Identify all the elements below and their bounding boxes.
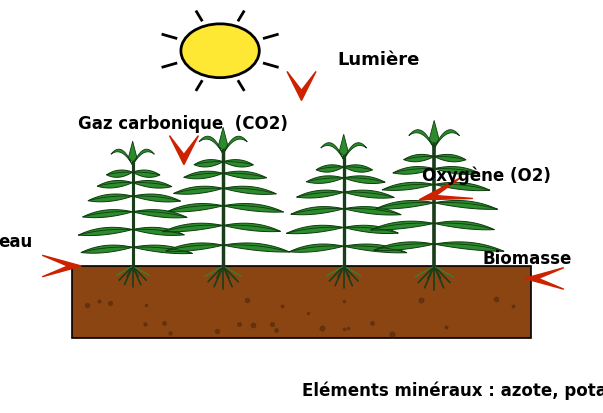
- Polygon shape: [223, 224, 280, 232]
- Polygon shape: [169, 136, 198, 165]
- Polygon shape: [419, 178, 473, 200]
- Text: Lumière: Lumière: [338, 51, 420, 69]
- Polygon shape: [289, 244, 344, 253]
- Polygon shape: [133, 150, 154, 166]
- Polygon shape: [287, 72, 316, 101]
- Polygon shape: [133, 210, 187, 218]
- Polygon shape: [316, 166, 344, 173]
- Polygon shape: [344, 143, 367, 160]
- Polygon shape: [133, 171, 160, 178]
- Polygon shape: [223, 172, 267, 180]
- Polygon shape: [166, 243, 223, 252]
- Text: Oxygène (O2): Oxygène (O2): [422, 166, 551, 185]
- Polygon shape: [98, 181, 133, 188]
- Polygon shape: [107, 171, 133, 178]
- Polygon shape: [434, 242, 504, 252]
- Polygon shape: [525, 268, 564, 290]
- Polygon shape: [434, 201, 497, 210]
- Polygon shape: [429, 121, 439, 145]
- Polygon shape: [133, 195, 180, 202]
- Polygon shape: [168, 204, 223, 212]
- Polygon shape: [344, 244, 406, 253]
- Polygon shape: [286, 226, 344, 234]
- Polygon shape: [434, 183, 490, 191]
- Polygon shape: [344, 226, 398, 234]
- Text: Gaz carbonique  (CO2): Gaz carbonique (CO2): [78, 115, 288, 133]
- Polygon shape: [223, 243, 289, 252]
- Polygon shape: [344, 207, 401, 216]
- Polygon shape: [223, 187, 276, 195]
- Text: Biomasse: Biomasse: [482, 249, 572, 267]
- Polygon shape: [306, 176, 344, 184]
- Text: Eléments minéraux : azote, potasse, calcium: Eléments minéraux : azote, potasse, calc…: [302, 381, 603, 399]
- Polygon shape: [184, 172, 223, 179]
- Polygon shape: [133, 245, 192, 254]
- Polygon shape: [382, 183, 434, 191]
- Polygon shape: [374, 242, 434, 251]
- Polygon shape: [174, 187, 223, 195]
- Polygon shape: [434, 167, 480, 175]
- Polygon shape: [133, 228, 185, 236]
- Polygon shape: [434, 222, 494, 230]
- Polygon shape: [393, 167, 434, 175]
- Polygon shape: [223, 204, 283, 213]
- Polygon shape: [376, 201, 434, 209]
- Polygon shape: [434, 131, 459, 149]
- Polygon shape: [133, 181, 172, 189]
- Polygon shape: [81, 245, 133, 254]
- Circle shape: [181, 25, 259, 78]
- Polygon shape: [339, 135, 349, 157]
- Polygon shape: [321, 143, 344, 160]
- Polygon shape: [344, 191, 394, 199]
- Polygon shape: [194, 160, 223, 168]
- Polygon shape: [371, 222, 434, 230]
- Polygon shape: [163, 224, 223, 232]
- Polygon shape: [218, 128, 228, 151]
- Polygon shape: [344, 176, 385, 184]
- Polygon shape: [297, 191, 344, 199]
- Text: eau: eau: [0, 233, 32, 251]
- Polygon shape: [199, 137, 223, 155]
- Polygon shape: [409, 131, 434, 149]
- Polygon shape: [78, 228, 133, 236]
- Polygon shape: [291, 207, 344, 215]
- Polygon shape: [128, 142, 137, 162]
- Bar: [72, 266, 531, 339]
- Polygon shape: [404, 155, 434, 162]
- Polygon shape: [223, 160, 253, 168]
- Polygon shape: [344, 166, 372, 173]
- Polygon shape: [42, 256, 81, 277]
- Polygon shape: [83, 210, 133, 218]
- Polygon shape: [111, 150, 133, 166]
- Polygon shape: [223, 137, 247, 155]
- Polygon shape: [434, 155, 466, 162]
- Polygon shape: [88, 195, 133, 202]
